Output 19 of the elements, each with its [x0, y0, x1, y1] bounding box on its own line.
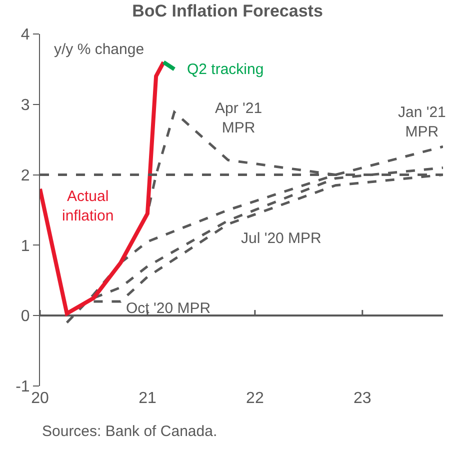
y-tick-label: 0 [20, 308, 30, 326]
series-label: Q2 tracking [187, 61, 264, 78]
x-tick-label: 21 [138, 390, 156, 407]
series-label: Jan '21 MPR [398, 104, 446, 140]
y-tick-label: 3 [20, 97, 30, 114]
y-tick-label: 4 [20, 26, 30, 44]
y-tick-label: 1 [20, 238, 30, 255]
source-note: Sources: Bank of Canada. [42, 423, 218, 440]
series-label: Oct '20 MPR [126, 300, 211, 317]
series-label: Actual inflation [62, 188, 114, 224]
series-label: Jul '20 MPR [241, 230, 322, 247]
series-label: Apr '21 MPR [215, 100, 262, 136]
x-tick-label: 20 [31, 390, 49, 407]
y-tick-label: -1 [16, 378, 30, 396]
x-tick-label: 23 [354, 390, 372, 407]
x-tick-label: 22 [246, 390, 264, 407]
y-axis-title: y/y % change [54, 41, 144, 58]
y-tick-label: 2 [20, 167, 30, 184]
chart-title: BoC Inflation Forecasts [132, 1, 323, 20]
